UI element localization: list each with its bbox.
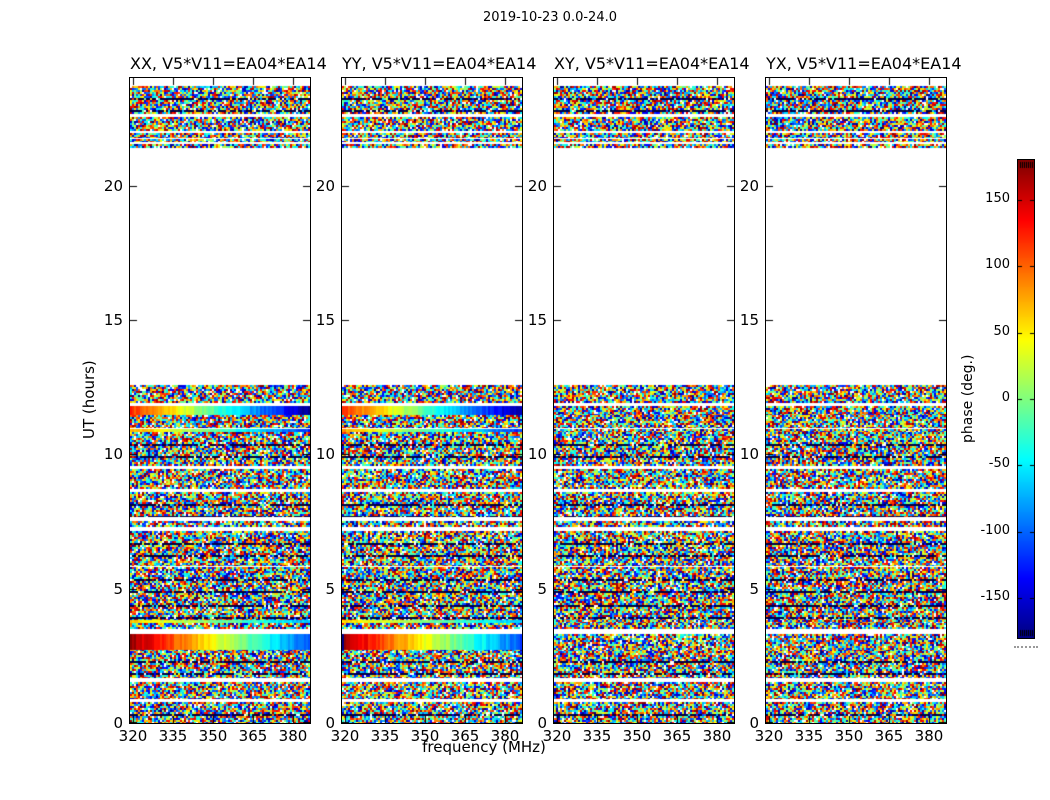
- x-tick-label: 335: [158, 727, 188, 745]
- colorbar-canvas: [1018, 160, 1034, 638]
- heatmap-canvas-xx: [130, 78, 310, 723]
- y-tick-label: 15: [739, 310, 759, 329]
- colorbar-tick-label: 150: [985, 190, 1010, 206]
- colorbar-underflow-marker: [1014, 646, 1038, 648]
- x-axis-label: frequency (MHz): [422, 738, 546, 756]
- y-tick-label: 15: [315, 310, 335, 329]
- subplot-yy: [341, 77, 523, 724]
- subplot-xx: [129, 77, 311, 724]
- x-tick-label: 320: [754, 727, 784, 745]
- x-tick-label: 380: [914, 727, 944, 745]
- x-tick-label: 335: [582, 727, 612, 745]
- y-tick-label: 20: [103, 176, 123, 195]
- subplot-yx: [765, 77, 947, 724]
- y-tick-label: 10: [527, 445, 547, 464]
- y-tick-label: 5: [749, 579, 759, 598]
- colorbar-tick-label: -150: [980, 589, 1010, 605]
- x-tick-label: 350: [622, 727, 652, 745]
- y-tick-label: 5: [113, 579, 123, 598]
- x-tick-label: 380: [278, 727, 308, 745]
- y-tick-label: 0: [537, 714, 547, 732]
- y-tick-label: 5: [325, 579, 335, 598]
- x-tick-label: 335: [370, 727, 400, 745]
- x-tick-label: 380: [490, 727, 520, 745]
- x-tick-label: 350: [410, 727, 440, 745]
- colorbar-tick-label: 0: [1001, 390, 1010, 405]
- x-tick-label: 380: [702, 727, 732, 745]
- heatmap-canvas-xy: [554, 78, 734, 723]
- y-tick-label: 15: [527, 310, 547, 329]
- colorbar-tick-label: -50: [988, 456, 1010, 472]
- x-tick-label: 365: [662, 727, 692, 745]
- y-tick-label: 0: [749, 714, 759, 732]
- colorbar: [1017, 159, 1035, 639]
- x-tick-label: 320: [118, 727, 148, 745]
- x-tick-label: 320: [542, 727, 572, 745]
- subplot-title-xx: XX, V5*V11=EA04*EA14: [130, 54, 327, 73]
- figure-title: 2019-10-23 0.0-24.0: [483, 10, 617, 25]
- subplot-title-xy: XY, V5*V11=EA04*EA14: [554, 54, 750, 73]
- x-tick-label: 320: [330, 727, 360, 745]
- heatmap-canvas-yx: [766, 78, 946, 723]
- colorbar-tick-label: 50: [993, 323, 1010, 339]
- y-tick-label: 20: [315, 176, 335, 195]
- subplot-xy: [553, 77, 735, 724]
- x-tick-label: 350: [834, 727, 864, 745]
- x-tick-label: 335: [794, 727, 824, 745]
- y-tick-label: 10: [103, 445, 123, 464]
- y-tick-label: 0: [325, 714, 335, 732]
- y-tick-label: 20: [527, 176, 547, 195]
- y-tick-label: 15: [103, 310, 123, 329]
- subplot-title-yy: YY, V5*V11=EA04*EA14: [342, 54, 537, 73]
- subplot-title-yx: YX, V5*V11=EA04*EA14: [766, 54, 962, 73]
- x-tick-label: 365: [450, 727, 480, 745]
- y-tick-label: 10: [315, 445, 335, 464]
- colorbar-tick-label: -100: [980, 522, 1010, 538]
- x-tick-label: 365: [238, 727, 268, 745]
- colorbar-tick-label: 100: [985, 257, 1010, 273]
- heatmap-canvas-yy: [342, 78, 522, 723]
- y-tick-label: 0: [113, 714, 123, 732]
- y-tick-label: 20: [739, 176, 759, 195]
- x-tick-label: 365: [874, 727, 904, 745]
- y-tick-label: 5: [537, 579, 547, 598]
- x-tick-label: 350: [198, 727, 228, 745]
- y-axis-label: UT (hours): [80, 360, 98, 440]
- y-tick-label: 10: [739, 445, 759, 464]
